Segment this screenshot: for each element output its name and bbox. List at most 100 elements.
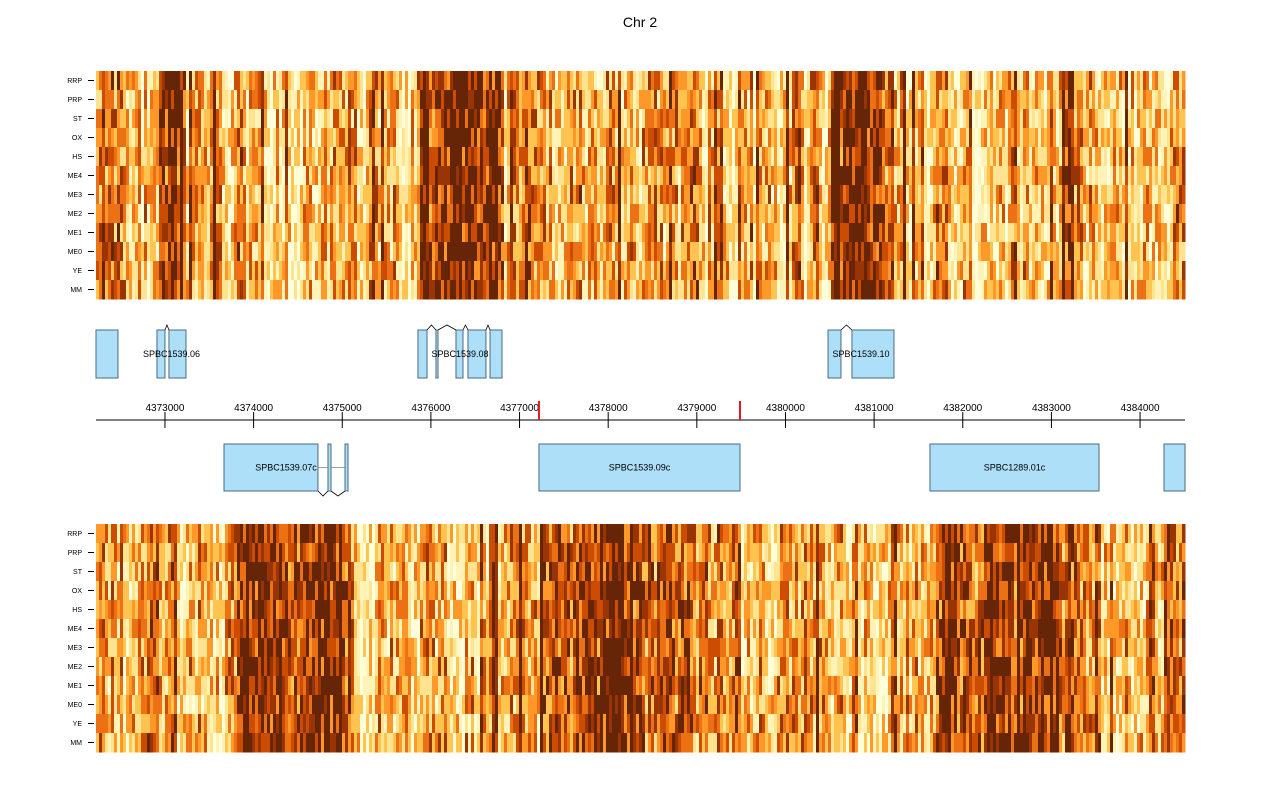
- heatmap-cell: [795, 109, 799, 129]
- heatmap-cell: [813, 109, 817, 129]
- heatmap-cell: [1011, 166, 1015, 186]
- heatmap-cell: [1050, 261, 1054, 281]
- heatmap-cell: [846, 261, 850, 281]
- heatmap-cell: [180, 166, 184, 186]
- heatmap-cell: [246, 733, 250, 753]
- heatmap-cell: [330, 128, 334, 148]
- heatmap-cell: [612, 147, 616, 167]
- heatmap-cell: [564, 166, 568, 186]
- heatmap-cell: [435, 90, 439, 110]
- heatmap-cell: [609, 128, 613, 148]
- heatmap-cell: [633, 280, 637, 300]
- heatmap-cell: [1038, 128, 1042, 148]
- heatmap-cell: [1179, 204, 1183, 224]
- heatmap-cell: [930, 90, 934, 110]
- heatmap-cell: [1107, 280, 1111, 300]
- heatmap-cell: [288, 242, 292, 262]
- heatmap-cell: [195, 166, 199, 186]
- heatmap-cell: [636, 90, 640, 110]
- heatmap-cell: [837, 109, 841, 129]
- heatmap-cell: [828, 261, 832, 281]
- heatmap-cell: [591, 71, 595, 91]
- heatmap-cell: [741, 166, 745, 186]
- heatmap-cell: [138, 543, 142, 563]
- heatmap-cell: [216, 619, 220, 639]
- heatmap-cell: [117, 600, 121, 620]
- heatmap-cell: [690, 204, 694, 224]
- heatmap-cell: [831, 71, 835, 91]
- heatmap-cell: [231, 223, 235, 243]
- heatmap-cell: [660, 147, 664, 167]
- heatmap-cell: [1062, 71, 1066, 91]
- heatmap-cell: [270, 128, 274, 148]
- heatmap-cell: [417, 128, 421, 148]
- heatmap-cell: [915, 261, 919, 281]
- heatmap-cell: [216, 695, 220, 715]
- heatmap-cell: [633, 242, 637, 262]
- heatmap-cell: [198, 223, 202, 243]
- heatmap-cell: [390, 280, 394, 300]
- heatmap-cell: [759, 204, 763, 224]
- heatmap-cell: [222, 71, 226, 91]
- heatmap-cell: [945, 204, 949, 224]
- heatmap-cell: [771, 109, 775, 129]
- heatmap-cell: [252, 166, 256, 186]
- heatmap-cell: [657, 280, 661, 300]
- heatmap-cell: [660, 71, 664, 91]
- heatmap-cell: [846, 166, 850, 186]
- heatmap-cell: [369, 128, 373, 148]
- heatmap-cell: [234, 128, 238, 148]
- heatmap-cell: [303, 109, 307, 129]
- heatmap-cell: [891, 204, 895, 224]
- heatmap-cell: [450, 204, 454, 224]
- heatmap-cell: [954, 147, 958, 167]
- heatmap-cell: [153, 223, 157, 243]
- heatmap-cell: [1170, 185, 1174, 205]
- heatmap-cell: [666, 280, 670, 300]
- heatmap-cell: [324, 128, 328, 148]
- heatmap-cell: [393, 166, 397, 186]
- heatmap-cell: [501, 261, 505, 281]
- heatmap-cell: [348, 109, 352, 129]
- heatmap-cell: [474, 147, 478, 167]
- heatmap-cell: [810, 204, 814, 224]
- heatmap-cell: [807, 242, 811, 262]
- heatmap-cell: [264, 109, 268, 129]
- heatmap-cell: [258, 90, 262, 110]
- heatmap-cell: [558, 90, 562, 110]
- heatmap-cell: [192, 280, 196, 300]
- heatmap-cell: [585, 109, 589, 129]
- heatmap-cell: [177, 733, 181, 753]
- heatmap-cell: [828, 280, 832, 300]
- heatmap-cell: [1005, 147, 1009, 167]
- heatmap-cell: [744, 261, 748, 281]
- heatmap-cell: [390, 147, 394, 167]
- heatmap-cell: [864, 185, 868, 205]
- heatmap-cell: [129, 261, 133, 281]
- heatmap-cell: [819, 261, 823, 281]
- heatmap-cell: [816, 90, 820, 110]
- heatmap-cell: [1086, 204, 1090, 224]
- heatmap-cell: [636, 109, 640, 129]
- heatmap-cell: [903, 261, 907, 281]
- heatmap-cell: [627, 71, 631, 91]
- heatmap-cell: [297, 185, 301, 205]
- heatmap-cell: [558, 109, 562, 129]
- heatmap-cell: [117, 733, 121, 753]
- heatmap-cell: [747, 223, 751, 243]
- heatmap-cell: [432, 166, 436, 186]
- heatmap-cell: [534, 109, 538, 129]
- heatmap-cell: [837, 71, 841, 91]
- heatmap-cell: [237, 562, 241, 582]
- heatmap-cell: [150, 524, 154, 544]
- heatmap-cell: [291, 166, 295, 186]
- heatmap-cell: [423, 128, 427, 148]
- heatmap-cell: [723, 204, 727, 224]
- heatmap-cell: [750, 147, 754, 167]
- heatmap-cell: [201, 185, 205, 205]
- heatmap-cell: [780, 242, 784, 262]
- heatmap-cell: [213, 147, 217, 167]
- heatmap-cell: [378, 71, 382, 91]
- heatmap-cell: [1155, 280, 1159, 300]
